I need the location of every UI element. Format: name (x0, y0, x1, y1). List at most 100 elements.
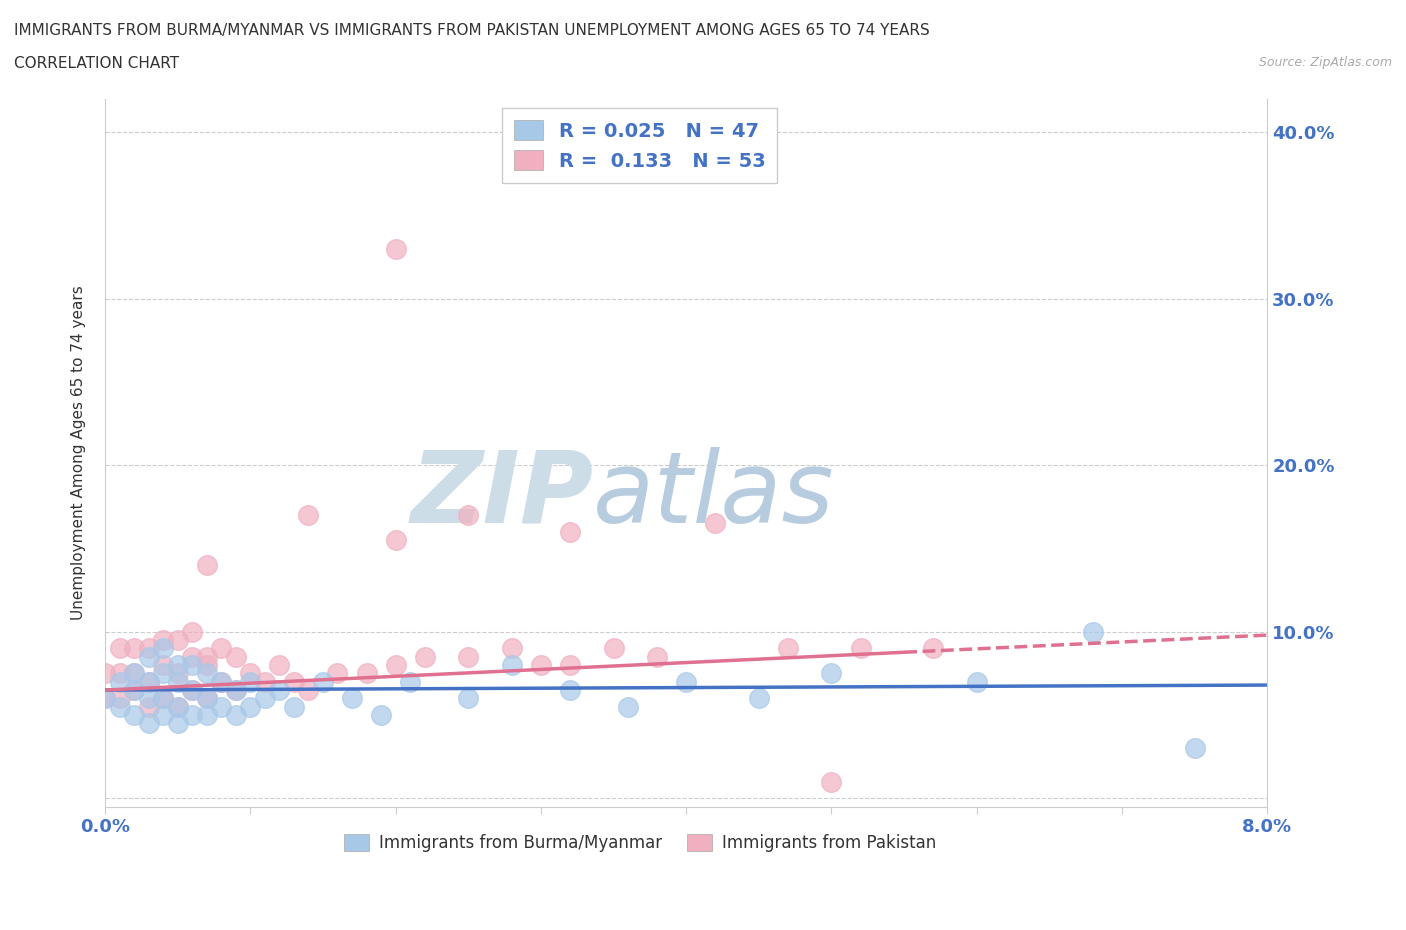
Point (225, 683, 247, 698)
Point (209, 641, 232, 656)
Point (326, 666, 349, 681)
Point (209, 699, 232, 714)
Point (108, 699, 131, 714)
Point (94, 666, 117, 681)
Point (181, 658, 204, 672)
Point (239, 674, 262, 689)
Point (138, 716, 160, 731)
Point (195, 666, 218, 681)
Point (195, 558, 218, 573)
Point (297, 683, 319, 698)
Point (166, 658, 188, 672)
Point (922, 641, 945, 656)
Point (166, 632, 188, 647)
Text: CORRELATION CHART: CORRELATION CHART (14, 56, 179, 71)
Point (530, 658, 553, 672)
Point (94, 691, 117, 706)
Point (457, 691, 479, 706)
Point (297, 508, 319, 523)
Point (370, 708, 392, 723)
Point (152, 658, 174, 672)
Point (138, 674, 160, 689)
Point (122, 666, 145, 681)
Text: atlas: atlas (593, 446, 835, 544)
Text: ZIP: ZIP (411, 446, 593, 544)
Point (776, 641, 799, 656)
Point (645, 649, 668, 664)
Point (195, 649, 218, 664)
Point (181, 683, 204, 698)
Point (122, 641, 145, 656)
Point (166, 716, 188, 731)
Point (501, 658, 523, 672)
Point (181, 708, 204, 723)
Point (138, 699, 160, 714)
Text: IMMIGRANTS FROM BURMA/MYANMAR VS IMMIGRANTS FROM PAKISTAN UNEMPLOYMENT AMONG AGE: IMMIGRANTS FROM BURMA/MYANMAR VS IMMIGRA… (14, 23, 929, 38)
Point (122, 666, 145, 681)
Point (253, 691, 276, 706)
Point (340, 691, 363, 706)
Point (108, 691, 131, 706)
Point (108, 674, 131, 689)
Point (239, 699, 262, 714)
Point (152, 641, 174, 656)
Point (181, 624, 204, 639)
Point (356, 666, 378, 681)
Point (195, 691, 218, 706)
Point (225, 649, 247, 664)
Y-axis label: Unemployment Among Ages 65 to 74 years: Unemployment Among Ages 65 to 74 years (72, 286, 86, 620)
Point (122, 683, 145, 698)
Point (166, 666, 188, 681)
Point (457, 649, 479, 664)
Point (122, 708, 145, 723)
Text: Source: ZipAtlas.com: Source: ZipAtlas.com (1258, 56, 1392, 69)
Point (209, 674, 232, 689)
Point (225, 708, 247, 723)
Point (820, 775, 842, 790)
Point (399, 674, 422, 689)
Point (269, 683, 291, 698)
Point (1184, 741, 1206, 756)
Point (166, 674, 188, 689)
Point (166, 699, 188, 714)
Point (195, 708, 218, 723)
Legend: Immigrants from Burma/Myanmar, Immigrants from Pakistan: Immigrants from Burma/Myanmar, Immigrant… (337, 827, 942, 858)
Point (166, 699, 188, 714)
Point (675, 674, 697, 689)
Point (849, 641, 872, 656)
Point (152, 691, 174, 706)
Point (253, 674, 276, 689)
Point (152, 632, 174, 647)
Point (152, 691, 174, 706)
Point (283, 674, 305, 689)
Point (239, 666, 262, 681)
Point (152, 666, 174, 681)
Point (1081, 624, 1104, 639)
Point (457, 508, 479, 523)
Point (94, 691, 117, 706)
Point (558, 658, 581, 672)
Point (225, 683, 247, 698)
Point (138, 641, 160, 656)
Point (384, 533, 406, 548)
Point (748, 691, 770, 706)
Point (209, 674, 232, 689)
Point (138, 691, 160, 706)
Point (122, 683, 145, 698)
Point (558, 525, 581, 539)
Point (558, 683, 581, 698)
Point (108, 666, 131, 681)
Point (181, 649, 204, 664)
Point (283, 699, 305, 714)
Point (108, 641, 131, 656)
Point (138, 674, 160, 689)
Point (820, 666, 842, 681)
Point (384, 658, 406, 672)
Point (152, 708, 174, 723)
Point (501, 641, 523, 656)
Point (269, 658, 291, 672)
Point (195, 691, 218, 706)
Point (966, 674, 988, 689)
Point (384, 241, 406, 256)
Point (617, 699, 640, 714)
